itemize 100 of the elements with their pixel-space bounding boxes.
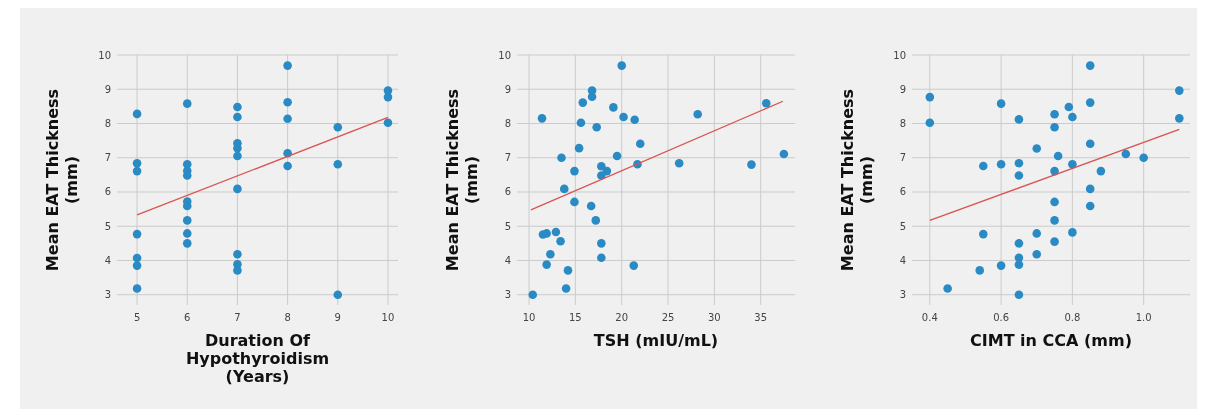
point [570,197,579,207]
point [1014,158,1024,168]
point [383,118,393,128]
x-tick-label: 25 [661,312,675,323]
point [1050,122,1059,132]
point [576,118,586,128]
point [925,118,935,128]
point [1032,250,1042,259]
point [978,229,988,239]
point [132,166,142,176]
y-tick-label: 3 [504,289,511,301]
y-tick-label: 5 [104,220,111,232]
x-tick-label: 1.0 [1135,312,1152,323]
y-tick-label: 8 [899,117,906,129]
y-tick-label: 5 [504,220,511,232]
point [233,250,242,259]
point [333,290,343,300]
y-tick-label: 4 [104,254,111,266]
x-tick-label: 0.6 [993,312,1010,323]
point [1068,112,1077,122]
point [1068,228,1077,237]
point [283,114,292,123]
point [283,97,292,107]
point [546,250,555,259]
point [551,227,561,237]
y-tick-label: 6 [899,186,906,198]
point [1096,166,1106,176]
point [528,290,538,300]
point [557,153,566,163]
y-tick-label: 3 [899,289,906,301]
point [597,253,606,263]
x-tick-label: 0.4 [921,312,938,323]
point [975,266,985,275]
x-tick-label: 10 [522,312,536,323]
point [1139,153,1148,163]
point [674,158,684,168]
point [586,201,596,211]
point [1050,237,1059,246]
point [1014,290,1024,300]
x-tick-label: 35 [754,312,768,323]
point [182,239,192,248]
x-tick-label: 10 [381,312,395,323]
y-tick-label: 6 [104,186,111,198]
point [635,139,645,148]
point [1032,229,1042,238]
point [1085,201,1095,211]
point [182,229,192,238]
y-tick-label: 8 [104,117,111,129]
point [592,122,601,132]
point [996,99,1006,108]
x-tick-label: 20 [615,312,629,323]
point [1085,184,1095,194]
point [1085,98,1095,107]
point [1050,216,1059,225]
point [283,161,292,171]
point [1014,260,1024,269]
y-tick-label: 9 [899,83,906,95]
point [612,151,622,161]
point [1121,149,1131,159]
x-axis-title: Duration Of Hypothyroidism (Years) [185,331,330,386]
point [693,109,702,119]
point [132,109,142,119]
y-tick-label: 5 [899,220,906,232]
x-tick-label: 8 [284,312,291,323]
point [978,161,988,171]
point [943,284,952,293]
x-tick-label: 15 [569,312,582,323]
x-axis-title: TSH (mIU/mL) [593,331,719,350]
point [1175,86,1184,95]
x-tick-label: 30 [708,312,721,323]
point [537,114,547,123]
point [233,102,242,112]
point [561,284,571,293]
point [559,184,569,194]
point [609,103,618,112]
point [556,237,565,246]
point [132,253,142,263]
y-tick-label: 9 [504,83,511,95]
point [1053,151,1063,161]
x-tick-label: 7 [234,312,241,323]
point [1032,144,1042,153]
y-axis-title: Mean EAT Thickness (mm) [838,88,876,272]
point [996,159,1006,169]
point [1014,115,1024,124]
y-tick-label: 10 [893,49,906,61]
y-tick-label: 10 [98,49,111,61]
point [779,149,789,159]
point [591,216,601,225]
point [617,61,627,70]
point [132,229,142,239]
point [587,92,597,102]
x-tick-label: 0.8 [1064,312,1081,323]
point [132,261,142,270]
point [1175,114,1184,123]
point [233,266,242,275]
y-tick-label: 4 [899,254,906,266]
point [333,159,343,169]
y-tick-label: 7 [899,152,906,164]
point [182,216,192,225]
y-tick-label: 10 [498,49,511,61]
